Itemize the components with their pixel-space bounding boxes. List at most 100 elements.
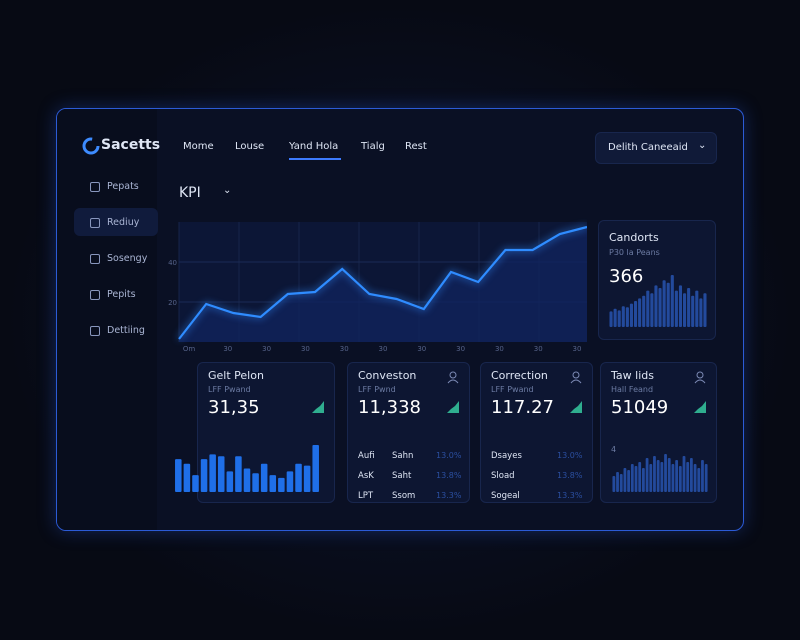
card: Gelt Pelon LFF Pwand 31,35 — [175, 362, 335, 503]
table-cell: LPT — [358, 491, 374, 501]
trend-icon — [570, 401, 582, 413]
bar — [278, 477, 285, 492]
bar — [235, 456, 242, 492]
bar — [619, 474, 623, 492]
user-icon — [696, 371, 704, 379]
dropdown[interactable]: Delith Caneeaid ⌄ — [595, 132, 717, 164]
bar — [217, 456, 225, 492]
sidebar-active — [74, 208, 158, 236]
mini-bars — [609, 275, 707, 327]
table-cell: 13.8% — [436, 471, 462, 480]
card-value: 11,338 — [358, 397, 421, 418]
bar — [664, 454, 667, 492]
x-tick-label: 30 — [301, 345, 310, 353]
bar — [226, 471, 234, 492]
sidebar-item[interactable]: Pepits — [107, 289, 136, 300]
bar — [638, 298, 642, 327]
nav-item[interactable]: Rest — [405, 141, 427, 152]
bar — [662, 280, 666, 327]
dropdown-label: Delith Caneeaid — [608, 142, 688, 153]
table-cell: AsK — [358, 471, 374, 481]
table-cell: Sogeal — [491, 491, 520, 501]
bar — [175, 459, 182, 492]
nav-item[interactable]: Louse — [235, 141, 265, 152]
sidebar-item[interactable]: Sosengy — [107, 253, 148, 264]
bar — [642, 295, 646, 327]
x-tick-label: 30 — [534, 345, 543, 353]
bar — [192, 475, 199, 492]
table-cell: Saht — [392, 471, 412, 481]
x-tick-label: 30 — [340, 345, 349, 353]
nav-item[interactable]: Yand Hola — [289, 141, 339, 152]
bar — [666, 282, 670, 327]
table-cell: 13.8% — [557, 471, 583, 480]
bar — [252, 473, 259, 492]
card-subtitle: P30 la Peans — [609, 248, 660, 257]
card-title: Correction — [491, 369, 548, 382]
x-tick-label: Om — [183, 345, 196, 353]
bar — [613, 308, 617, 327]
bar — [312, 445, 319, 492]
kpi-area — [179, 227, 587, 342]
bar — [646, 290, 650, 327]
nav-underline — [289, 158, 341, 160]
x-tick-label: 30 — [262, 345, 271, 353]
bar — [269, 475, 277, 492]
nav-item[interactable]: Mome — [183, 141, 214, 152]
bar — [703, 293, 707, 327]
card-graphics — [447, 371, 459, 413]
bar — [625, 307, 629, 327]
bar — [617, 310, 621, 327]
bar — [691, 295, 695, 327]
bar — [678, 285, 683, 327]
kpi-chevron: ⌄ — [223, 185, 232, 196]
bar — [621, 306, 625, 327]
card-title: Taw lids — [611, 369, 654, 382]
bar — [678, 466, 682, 492]
bar — [686, 462, 690, 492]
card: Taw lids Hall Feand 51049 4 — [600, 362, 717, 503]
bar — [295, 463, 302, 492]
card-value: 31,35 — [208, 397, 260, 418]
bar — [183, 463, 191, 492]
card-value: 117.27 — [491, 397, 554, 418]
bar — [200, 459, 208, 492]
x-tick-label: 30 — [223, 345, 232, 353]
kpi-chart: 20 40 Om 30 30 30 30 30 30 30 30 30 30 — [168, 222, 587, 353]
card-title: Candorts — [609, 231, 659, 244]
user-icon — [572, 371, 580, 379]
bar — [674, 290, 678, 327]
bar — [649, 464, 653, 492]
bar — [654, 285, 658, 327]
bar — [693, 464, 697, 492]
x-tick-label: 30 — [417, 345, 426, 353]
nav-item[interactable]: Tialg — [361, 141, 385, 152]
table-cell: Dsayes — [491, 451, 522, 461]
bar — [667, 458, 671, 492]
user-icon-body — [447, 379, 459, 384]
card-graphics — [570, 371, 582, 413]
bar — [687, 288, 691, 327]
bar — [243, 468, 251, 492]
card: Conveston LFF Pwnd 11,338 Aufi Sahn 13.0% AsK S… — [347, 362, 470, 503]
bar — [653, 456, 656, 492]
sidebar-item[interactable]: Rediuy — [107, 217, 140, 228]
sidebar-icon — [90, 182, 100, 192]
card-subtitle: LFF Pwand — [491, 385, 534, 394]
card-value: 366 — [609, 266, 644, 287]
card-subtitle: LFF Pwand — [208, 385, 251, 394]
sidebar-item[interactable]: Pepats — [107, 181, 139, 192]
x-tick-label: 30 — [379, 345, 388, 353]
trend-icon — [312, 401, 324, 413]
table-cell: 13.0% — [557, 451, 583, 460]
bar — [689, 458, 693, 492]
y-tick-label: 40 — [168, 259, 177, 267]
bar — [701, 460, 704, 492]
card: Correction LFF Pwand 117.27 Dsayes 13.0% Sloa… — [480, 362, 593, 503]
bar — [638, 462, 642, 492]
table-cell: 13.3% — [557, 491, 583, 500]
sidebar-item[interactable]: Dettiing — [107, 325, 145, 336]
bar — [634, 466, 638, 492]
bar — [682, 456, 686, 492]
x-tick-label: 30 — [573, 345, 582, 353]
